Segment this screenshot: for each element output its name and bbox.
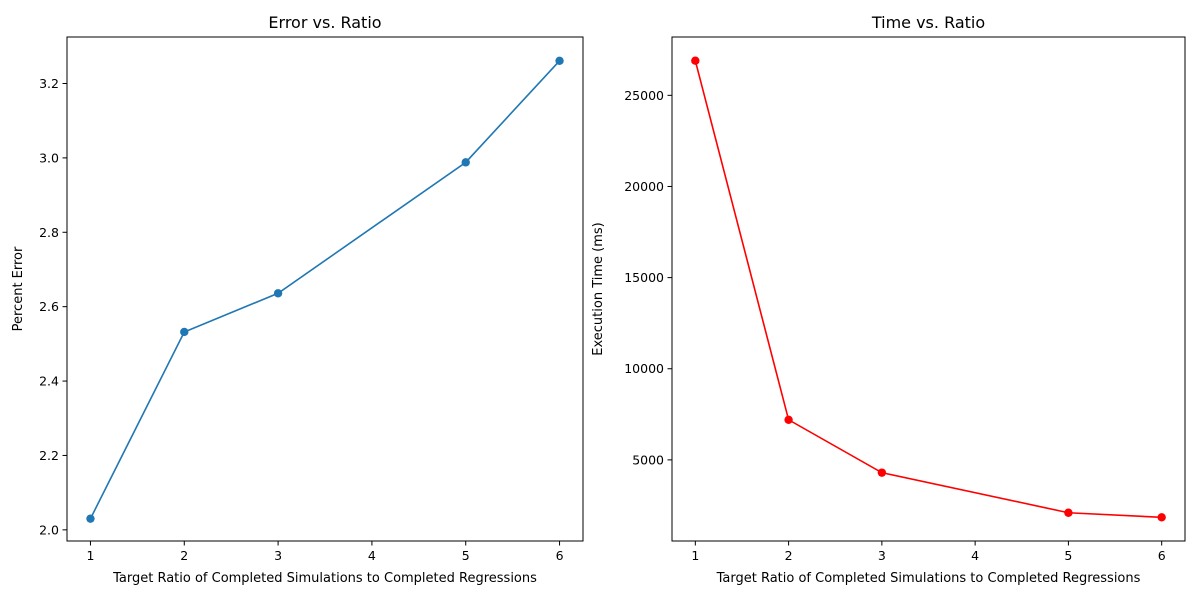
series-line [89, 60, 561, 520]
data-point [555, 56, 564, 66]
x-tick-label: 6 [1158, 548, 1166, 563]
x-axis-label: Target Ratio of Completed Simulations to… [716, 571, 1141, 586]
plot-frame [66, 36, 584, 542]
data-point [691, 56, 700, 65]
y-tick-label: 2.6 [39, 299, 59, 314]
y-tick-label: 5000 [632, 452, 664, 467]
x-tick-label: 6 [556, 548, 564, 563]
x-tick-label: 1 [86, 548, 94, 563]
plot-frame [671, 36, 1186, 542]
x-tick-label: 1 [691, 548, 699, 563]
x-tick-label: 4 [368, 548, 376, 563]
chart-title: Time vs. Ratio [871, 13, 985, 32]
data-point [784, 415, 793, 424]
y-axis-label: Execution Time (ms) [591, 222, 606, 355]
y-tick-label: 3.2 [39, 76, 59, 91]
data-point [461, 158, 470, 167]
data-point [180, 327, 189, 337]
chart-title: Error vs. Ratio [268, 13, 381, 32]
y-axis-label: Percent Error [11, 246, 26, 331]
data-point [273, 289, 283, 298]
x-tick-label: 4 [971, 548, 979, 563]
ticks: 1 2 3 4 5 6 2.0 2.2 2.4 2.6 2.8 3.0 3.2 [39, 76, 563, 563]
y-tick-label: 25000 [624, 88, 664, 103]
y-tick-label: 15000 [624, 270, 664, 285]
y-tick-label: 2.0 [39, 522, 59, 537]
y-tick-label: 2.2 [39, 448, 59, 463]
x-tick-label: 3 [274, 548, 282, 563]
error-vs-ratio-chart: Error vs. Ratio Target Ratio of Complete… [11, 13, 584, 586]
data-point [86, 514, 95, 523]
y-tick-label: 20000 [624, 179, 664, 194]
x-tick-label: 5 [1064, 548, 1072, 563]
x-tick-label: 2 [785, 548, 793, 563]
y-tick-label: 2.4 [39, 374, 59, 389]
ticks: 1 2 3 4 5 6 5000 10000 15000 20000 25000 [624, 88, 1165, 563]
x-tick-label: 2 [180, 548, 188, 563]
x-tick-label: 5 [462, 548, 470, 563]
series-line [694, 60, 1162, 519]
y-tick-label: 3.0 [39, 150, 59, 165]
series [691, 56, 1166, 522]
data-point [1157, 513, 1166, 522]
x-tick-label: 3 [878, 548, 886, 563]
time-vs-ratio-chart: Time vs. Ratio Target Ratio of Completed… [591, 13, 1186, 586]
y-tick-label: 2.8 [39, 225, 59, 240]
data-point [1064, 508, 1073, 517]
data-point [877, 468, 887, 477]
series [86, 56, 564, 523]
y-tick-label: 10000 [624, 361, 664, 376]
x-axis-label: Target Ratio of Completed Simulations to… [112, 571, 537, 586]
